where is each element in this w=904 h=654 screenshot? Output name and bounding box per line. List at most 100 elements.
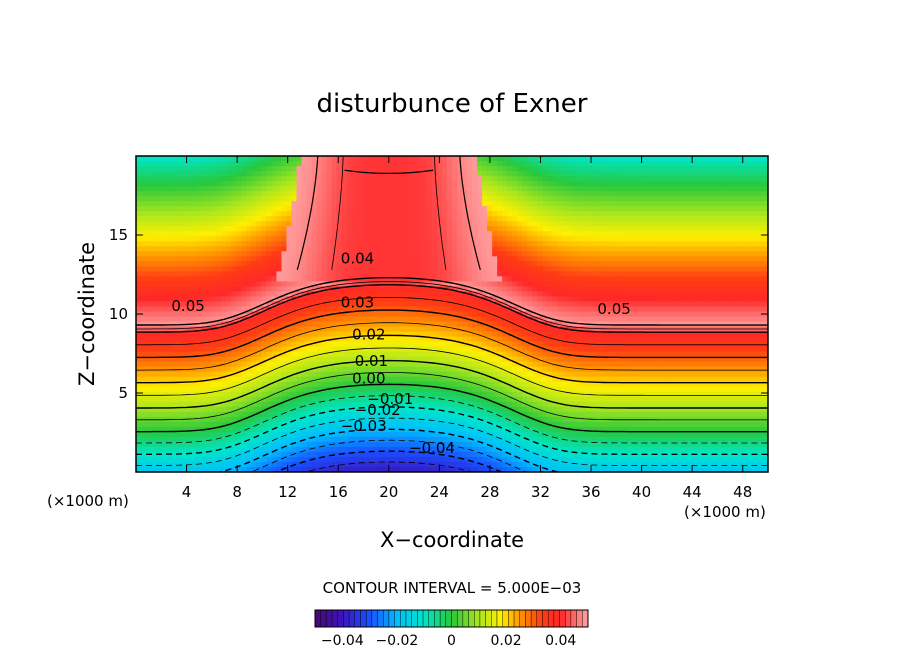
contour-cell: [552, 231, 558, 237]
contour-cell: [622, 181, 629, 187]
contour-cell: [386, 316, 393, 323]
contour-cell: [241, 256, 247, 262]
contour-cell: [637, 231, 644, 237]
contour-cell: [206, 236, 212, 242]
contour-cell: [472, 256, 478, 262]
contour-cell: [186, 176, 192, 182]
contour-cell: [602, 171, 609, 177]
contour-cell: [467, 351, 473, 358]
contour-cell: [366, 276, 373, 282]
contour-cell: [477, 296, 483, 303]
contour-cell: [557, 231, 563, 237]
contour-cell: [722, 246, 729, 252]
contour-cell: [697, 251, 704, 257]
contour-cell: [236, 186, 242, 192]
contour-cell: [226, 311, 232, 318]
contour-cell: [421, 201, 428, 207]
contour-cell: [702, 216, 709, 222]
contour-cell: [692, 221, 699, 227]
contour-cell: [266, 201, 273, 207]
contour-cell: [662, 266, 669, 272]
contour-cell: [692, 336, 699, 343]
contour-cell: [682, 296, 689, 303]
contour-cell: [221, 176, 227, 182]
contour-cell: [391, 161, 398, 167]
contour-cell: [311, 196, 318, 202]
contour-cell: [517, 346, 523, 353]
contour-cell: [391, 261, 398, 267]
contour-cell: [141, 201, 147, 207]
contour-cell: [642, 166, 649, 172]
contour-cell: [211, 226, 217, 232]
contour-cell: [662, 306, 669, 313]
contour-cell: [517, 251, 523, 257]
contour-cell: [597, 246, 604, 252]
contour-cell: [381, 156, 388, 162]
contour-cell: [301, 261, 308, 267]
contour-cell: [356, 236, 363, 242]
contour-cell: [436, 206, 443, 212]
contour-cell: [452, 196, 458, 202]
contour-cell: [537, 216, 543, 222]
contour-cell: [431, 186, 438, 192]
contour-cell: [446, 266, 453, 272]
contour-cell: [567, 246, 573, 252]
contour-cell: [517, 261, 523, 267]
contour-cell: [577, 221, 584, 227]
contour-cell: [276, 266, 283, 272]
contour-cell: [587, 206, 594, 212]
contour-cell: [311, 236, 318, 242]
contour-cell: [261, 226, 268, 232]
contour-cell: [361, 211, 368, 217]
contour-cell: [752, 156, 759, 162]
contour-cell: [181, 156, 187, 162]
contour-cell: [446, 276, 453, 282]
contour-cell: [562, 186, 568, 192]
contour-cell: [441, 251, 448, 257]
contour-cell: [602, 336, 609, 343]
contour-cell: [612, 226, 619, 232]
contour-cell: [732, 291, 739, 298]
contour-cell: [682, 256, 689, 262]
contour-cell: [732, 231, 739, 237]
contour-cell: [346, 221, 353, 227]
contour-cell: [321, 236, 328, 242]
contour-cell: [181, 271, 187, 277]
contour-cell: [547, 171, 553, 177]
contour-cell: [426, 196, 433, 202]
contour-cell: [281, 186, 288, 192]
contour-cell: [502, 226, 508, 232]
contour-cell: [492, 216, 498, 222]
contour-cell: [411, 251, 418, 257]
contour-cell: [231, 231, 237, 237]
contour-cell: [557, 316, 563, 323]
contour-cell: [146, 221, 152, 227]
contour-cell: [607, 176, 614, 182]
contour-cell: [492, 276, 498, 282]
contour-cell: [421, 216, 428, 222]
contour-cell: [446, 351, 453, 358]
contour-cell: [657, 281, 664, 288]
contour-cell: [396, 261, 403, 267]
contour-cell: [457, 256, 463, 262]
contour-cell: [597, 286, 604, 293]
contour-cell: [396, 281, 403, 288]
contour-cell: [532, 336, 538, 343]
contour-cell: [687, 321, 694, 328]
contour-cell: [672, 246, 679, 252]
contour-cell: [191, 341, 197, 348]
contour-cell: [652, 336, 659, 343]
contour-cell: [181, 191, 187, 197]
contour-cell: [411, 336, 418, 343]
contour-cell: [386, 266, 393, 272]
contour-cell: [667, 336, 674, 343]
contour-cell: [747, 221, 754, 227]
contour-cell: [301, 351, 308, 358]
contour-cell: [542, 216, 548, 222]
contour-cell: [326, 196, 333, 202]
contour-cell: [256, 226, 262, 232]
contour-cell: [452, 296, 458, 303]
contour-cell: [742, 156, 749, 162]
contour-cell: [722, 206, 729, 212]
contour-cell: [156, 346, 162, 353]
